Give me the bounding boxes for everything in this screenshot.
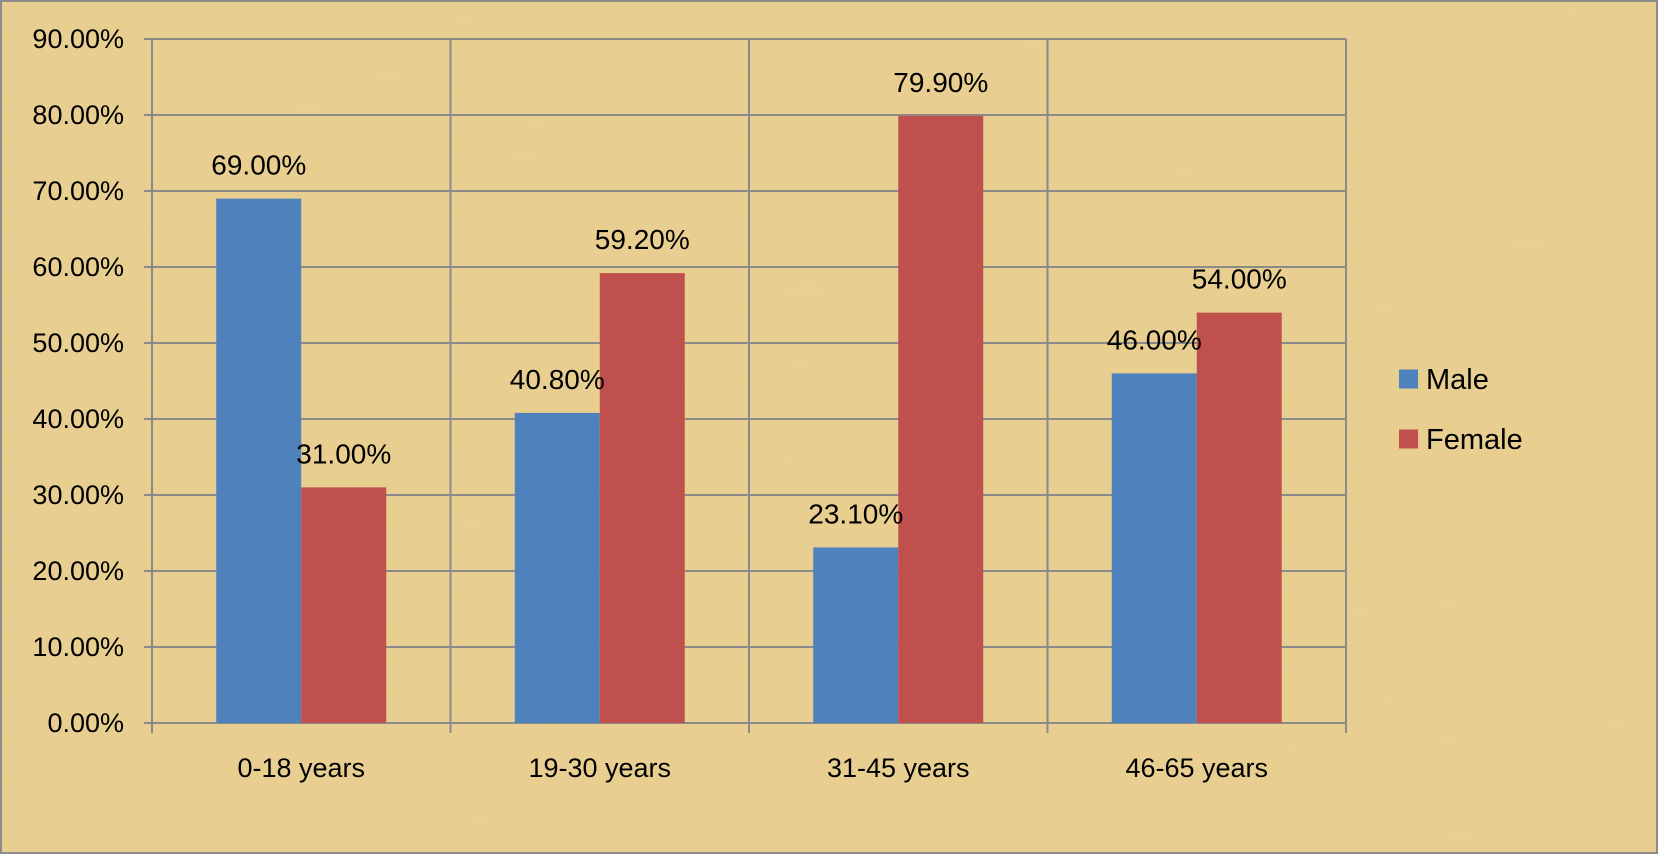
data-label: 46.00% (1107, 324, 1202, 355)
legend-swatch-female (1399, 429, 1418, 449)
y-tick-label: 50.00% (32, 328, 124, 358)
legend-label-female: Female (1426, 424, 1523, 456)
y-tick-label: 10.00% (32, 632, 124, 662)
data-label: 79.90% (893, 67, 988, 98)
data-label: 31.00% (296, 438, 391, 469)
y-tick-label: 40.00% (32, 404, 124, 434)
axes: 0.00% 10.00% 20.00% 30.00% 40.00% 50.00% 60.00… (32, 24, 1346, 783)
x-tick-label: 31-45 years (827, 753, 970, 783)
x-tick-label: 46-65 years (1125, 753, 1268, 783)
bar-female (1196, 312, 1282, 723)
y-tick-label: 60.00% (32, 252, 124, 282)
data-label: 23.10% (808, 498, 903, 529)
y-tick-label: 30.00% (32, 480, 124, 510)
y-tick-label: 0.00% (47, 708, 124, 738)
y-tick-label: 80.00% (32, 100, 124, 130)
x-tick-label: 19-30 years (528, 753, 671, 783)
legend-label-male: Male (1426, 364, 1489, 396)
data-label: 40.80% (510, 364, 605, 395)
y-tick-label: 70.00% (32, 176, 124, 206)
bar-female (301, 487, 387, 723)
data-label: 54.00% (1192, 264, 1287, 295)
bar-male (813, 547, 899, 723)
bars (216, 115, 1282, 724)
bar-female (898, 115, 984, 723)
bar-male (216, 198, 302, 724)
x-tick-label: 0-18 years (237, 753, 365, 783)
bar-male (514, 412, 600, 723)
y-tick-label: 90.00% (32, 24, 124, 54)
y-tick-label: 20.00% (32, 556, 124, 586)
data-label: 69.00% (211, 150, 306, 181)
data-labels: 69.00% 31.00% 40.80% 59.20% 23.10% 79.90% 46.0… (211, 67, 1286, 530)
bar-male (1111, 373, 1197, 723)
legend: Male Female (1399, 364, 1523, 456)
legend-swatch-male (1399, 369, 1418, 389)
data-label: 59.20% (595, 224, 690, 255)
bar-female (599, 273, 685, 723)
